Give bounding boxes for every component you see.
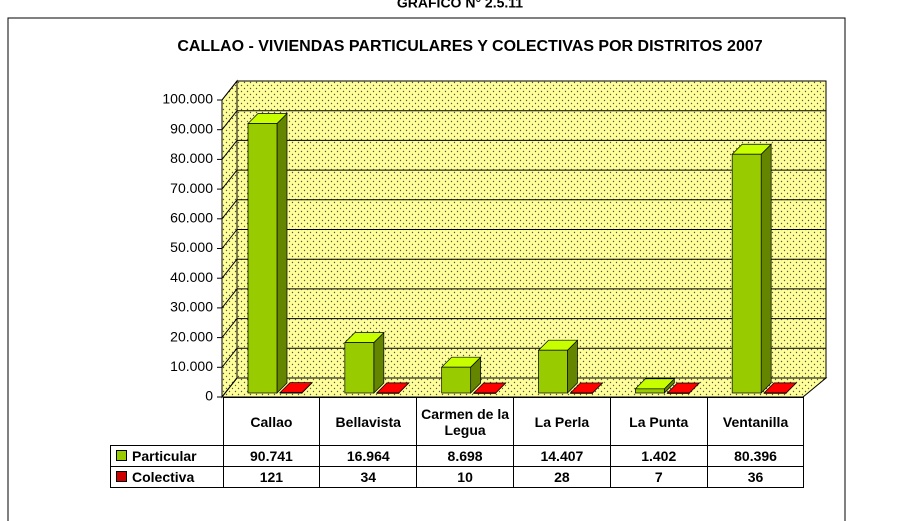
y-tick-label: 80.000 <box>170 150 213 166</box>
y-tick-label: 100.000 <box>162 91 213 107</box>
value-cell: 90.741 <box>222 445 321 467</box>
bar <box>247 123 278 394</box>
value-cell: 7 <box>609 466 708 488</box>
table-row: Colectiva 121 34 10 28 7 36 <box>110 466 805 488</box>
grid-line <box>221 229 238 249</box>
category-cell: La Perla <box>512 397 611 446</box>
legend-swatch <box>116 450 127 461</box>
y-tick-label: 10.000 <box>170 358 213 374</box>
chart-title: CALLAO - VIVIENDAS PARTICULARES Y COLECT… <box>177 38 762 55</box>
heading: GRAFICO N° 2.5.11 <box>397 0 523 11</box>
y-tick-label: 70.000 <box>170 180 213 196</box>
legend-label: Particular <box>132 448 197 464</box>
grid-line <box>221 258 238 279</box>
value-cell: 121 <box>222 466 321 488</box>
data-table: Callao Bellavista Carmen de la Legua La Per… <box>110 397 805 488</box>
value-cell: 14.407 <box>512 445 611 467</box>
y-tick-label: 90.000 <box>170 120 213 136</box>
value-cell: 34 <box>319 466 418 488</box>
y-tick-label: 60.000 <box>170 210 213 226</box>
grid-line <box>221 199 238 220</box>
y-tick-label: 20.000 <box>170 328 213 344</box>
category-cell: Bellavista <box>319 397 418 446</box>
bar-side <box>760 143 772 394</box>
value-cell: 80.396 <box>706 445 805 467</box>
grid-line <box>221 318 238 338</box>
grid-line <box>221 169 238 190</box>
table-row: Callao Bellavista Carmen de la Legua La Per… <box>111 397 805 446</box>
value-cell: 10 <box>416 466 514 488</box>
y-tick-label: 0 <box>205 388 213 404</box>
table-row: Particular 90.741 16.964 8.698 14.407 1.402 80… <box>110 445 805 467</box>
legend-cell: Colectiva <box>110 466 224 488</box>
y-tick-label: 50.000 <box>170 239 213 255</box>
bar <box>279 392 303 394</box>
legend-label: Colectiva <box>132 469 195 485</box>
grid-line <box>221 140 238 160</box>
bar <box>731 153 762 394</box>
grid-line <box>221 377 238 398</box>
table-corner <box>111 398 224 446</box>
value-cell: 28 <box>512 466 611 488</box>
value-cell: 36 <box>706 466 805 488</box>
category-cell: Callao <box>222 397 321 446</box>
bar-side <box>373 331 385 394</box>
bar <box>344 342 375 394</box>
grid-line <box>221 110 238 131</box>
grid-line <box>221 347 238 368</box>
legend-swatch <box>116 471 127 482</box>
value-cell: 8.698 <box>416 445 514 467</box>
bar <box>763 392 787 394</box>
value-cell: 1.402 <box>609 445 708 467</box>
grid-line <box>221 80 238 101</box>
category-cell: Ventanilla <box>706 397 805 446</box>
grid-line <box>221 288 238 309</box>
bar <box>376 392 400 394</box>
category-cell: Carmen de la Legua <box>416 397 514 446</box>
bar <box>441 366 472 394</box>
frame <box>7 17 846 521</box>
bar-side <box>276 112 288 394</box>
bar <box>666 392 690 394</box>
bar <box>473 392 497 394</box>
value-cell: 16.964 <box>319 445 418 467</box>
bar <box>538 349 568 394</box>
y-tick-label: 30.000 <box>170 299 213 315</box>
category-cell: La Punta <box>609 397 708 446</box>
bar <box>634 388 665 394</box>
y-tick-label: 40.000 <box>170 269 213 285</box>
bar <box>570 392 593 394</box>
legend-cell: Particular <box>110 445 224 467</box>
